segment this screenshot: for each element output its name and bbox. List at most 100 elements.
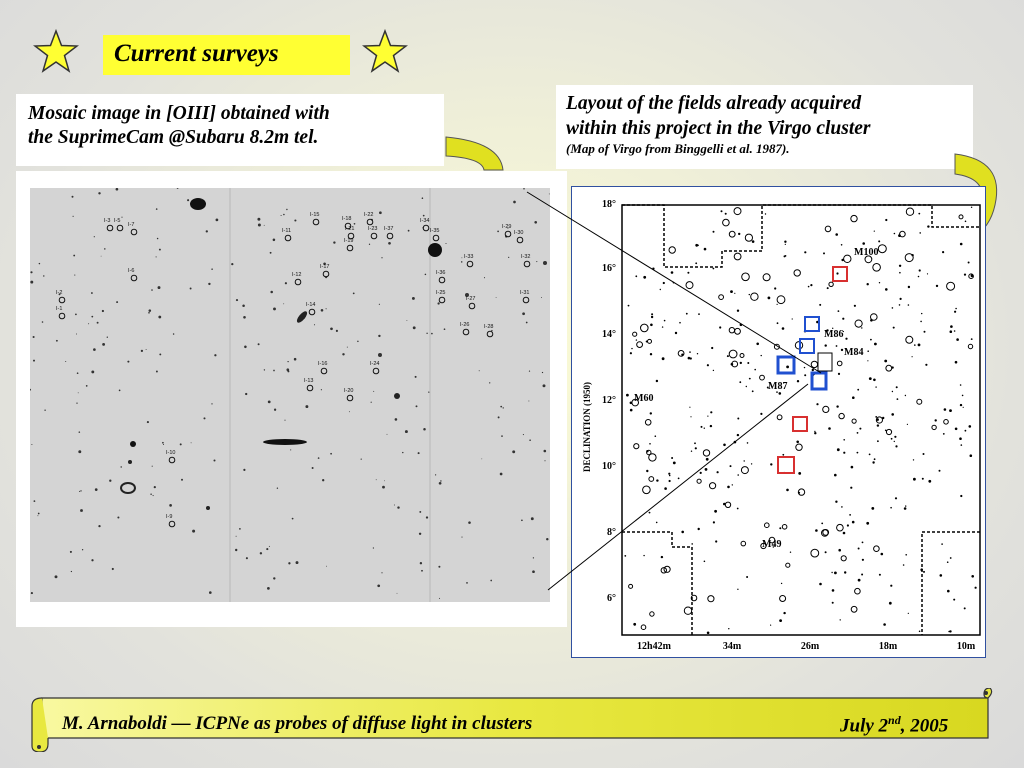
galaxy-dot bbox=[970, 338, 973, 340]
star-dot bbox=[542, 384, 546, 388]
y-tick-label: 16° bbox=[602, 263, 616, 274]
star-dot bbox=[169, 504, 172, 507]
galaxy-dot bbox=[837, 310, 840, 312]
star-dot bbox=[320, 309, 324, 312]
star-dot bbox=[242, 304, 245, 308]
star-dot bbox=[412, 326, 416, 330]
star-dot bbox=[150, 493, 152, 496]
pn-candidate-label: I-21 bbox=[345, 226, 354, 232]
galaxy-dot bbox=[918, 212, 921, 215]
galaxy-dot bbox=[640, 624, 647, 631]
galaxy-dot bbox=[824, 344, 827, 347]
star-dot bbox=[500, 405, 503, 408]
galaxy-dot bbox=[867, 350, 869, 352]
galaxy-dot bbox=[649, 353, 653, 356]
galaxy-dot bbox=[870, 319, 873, 322]
star-dot bbox=[381, 257, 383, 259]
galaxy-dot bbox=[739, 361, 742, 365]
galaxy-dot bbox=[836, 405, 839, 408]
pn-candidate-label: I-27 bbox=[466, 296, 475, 302]
galaxy-dot bbox=[873, 378, 876, 382]
star-dot bbox=[287, 360, 289, 363]
galaxy-dot bbox=[842, 330, 844, 333]
pn-candidate-label: I-1 bbox=[56, 306, 62, 312]
star-dot bbox=[335, 329, 338, 332]
star-dot bbox=[394, 418, 398, 421]
y-tick-label: 18° bbox=[602, 199, 616, 210]
star-dot bbox=[156, 237, 159, 240]
star-dot bbox=[286, 368, 290, 372]
galaxy-dot bbox=[631, 347, 633, 350]
galaxy-dot bbox=[703, 560, 706, 563]
star-dot bbox=[523, 188, 525, 190]
galaxy-dot bbox=[815, 529, 818, 532]
galaxy-dot bbox=[745, 385, 747, 388]
galaxy-dot bbox=[904, 253, 914, 263]
star-dot bbox=[370, 401, 372, 403]
star-dot bbox=[209, 591, 212, 594]
edge-on-galaxy-icon bbox=[263, 439, 307, 445]
galaxy-dot bbox=[842, 317, 845, 320]
galaxy-dot bbox=[963, 273, 967, 276]
galaxy-dot bbox=[687, 271, 690, 274]
galaxy-dot bbox=[890, 506, 892, 509]
galaxy-dot bbox=[960, 444, 963, 446]
galaxy-dot bbox=[968, 425, 972, 428]
pn-candidate-marker bbox=[344, 222, 352, 230]
map-caption: Layout of the fields already acquired wi… bbox=[556, 85, 973, 169]
star-dot bbox=[411, 296, 415, 300]
galaxy-dot bbox=[804, 374, 807, 377]
pn-candidate-label: I-22 bbox=[364, 212, 373, 218]
galaxy-dot bbox=[810, 548, 820, 558]
galaxy-dot bbox=[756, 342, 759, 346]
star-dot bbox=[528, 400, 530, 402]
star-dot bbox=[438, 597, 441, 599]
galaxy-dot bbox=[906, 423, 908, 425]
pn-candidate-marker bbox=[322, 270, 330, 278]
galaxy-dot bbox=[864, 255, 873, 264]
star-dot bbox=[72, 215, 74, 217]
galaxy-dot bbox=[821, 529, 829, 537]
galaxy-dot bbox=[913, 477, 916, 481]
star-dot bbox=[522, 434, 524, 436]
star-dot bbox=[383, 480, 385, 482]
galaxy-dot bbox=[843, 451, 846, 454]
star-dot bbox=[243, 468, 246, 472]
star-dot bbox=[445, 242, 447, 245]
star-dot bbox=[419, 562, 423, 565]
galaxy-dot bbox=[834, 473, 837, 477]
galaxy-dot bbox=[776, 303, 778, 305]
galaxy-dot bbox=[626, 393, 629, 397]
star-dot bbox=[323, 262, 326, 266]
star-dot bbox=[172, 333, 175, 335]
star-dot bbox=[239, 528, 241, 530]
galaxy-dot bbox=[821, 522, 824, 525]
star-dot bbox=[214, 354, 217, 357]
galaxy-dot bbox=[899, 271, 901, 274]
galaxy-dot bbox=[873, 545, 880, 553]
star-dot bbox=[76, 372, 79, 375]
star-dot bbox=[381, 572, 383, 574]
galaxy-dot bbox=[861, 327, 863, 329]
galaxy-dot bbox=[905, 207, 915, 216]
galaxy-dot bbox=[835, 500, 838, 503]
star-dot bbox=[273, 408, 277, 411]
star-dot bbox=[121, 216, 123, 218]
galaxy-dot bbox=[690, 416, 692, 418]
footer-date: July 2nd, 2005 bbox=[840, 713, 949, 737]
galaxy-dot bbox=[655, 521, 658, 524]
star-dot bbox=[419, 510, 422, 513]
galaxy-dot bbox=[816, 403, 819, 406]
galaxy-dot bbox=[782, 453, 785, 456]
star-dot bbox=[437, 302, 440, 305]
star-dot bbox=[30, 271, 33, 274]
galaxy-dot bbox=[760, 354, 762, 357]
star-dot bbox=[44, 409, 46, 411]
galaxy-dot bbox=[696, 353, 699, 355]
star-dot bbox=[43, 275, 45, 277]
pn-candidate-label: I-18 bbox=[342, 216, 351, 222]
galaxy-dot bbox=[841, 506, 843, 508]
galaxy-dot bbox=[953, 330, 956, 332]
star-dot bbox=[422, 214, 425, 217]
star-dot bbox=[79, 490, 81, 492]
